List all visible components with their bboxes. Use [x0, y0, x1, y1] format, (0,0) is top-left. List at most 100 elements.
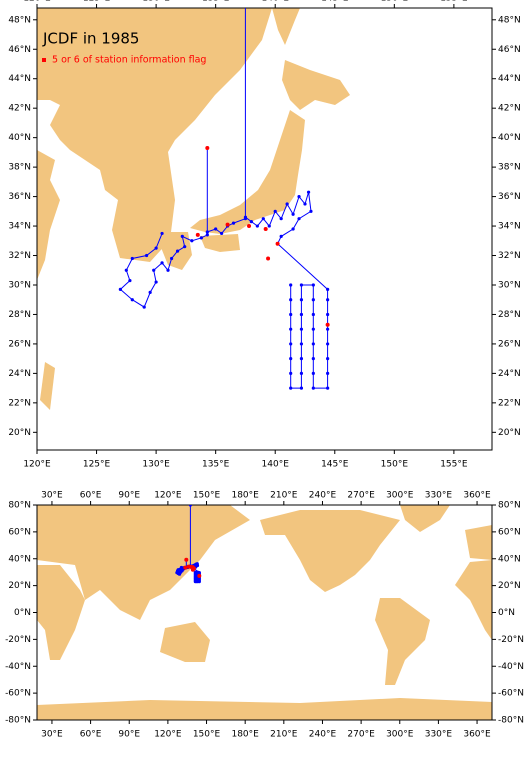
y-tick-label: 32°N [8, 251, 31, 261]
x-tick-label: 155°E [440, 0, 468, 4]
flagged-station [197, 573, 202, 578]
station [199, 236, 203, 240]
map-title: JCDF in 1985 [42, 30, 139, 48]
flagged-station [275, 241, 280, 246]
flagged-station [183, 565, 188, 570]
x-tick-label: 300°E [386, 491, 414, 501]
station [255, 224, 259, 228]
station [289, 283, 293, 287]
flagged-station [225, 222, 230, 227]
legend-marker [42, 58, 46, 62]
station [326, 287, 330, 292]
station [231, 221, 236, 225]
station [326, 386, 330, 390]
y-tick-label: 0°N [14, 608, 31, 618]
y-tick-label: 30°N [498, 280, 521, 290]
y-tick-label: 36°N [8, 192, 31, 202]
y-tick-label: 40°N [8, 554, 31, 564]
station [299, 327, 304, 331]
station [311, 386, 315, 390]
station [299, 386, 304, 390]
station [130, 298, 134, 302]
x-tick-label: 155°E [440, 460, 468, 470]
x-tick-label: 150°E [381, 0, 409, 4]
station [130, 256, 134, 261]
y-tick-label: 20°N [498, 581, 521, 591]
regional-map-border [36, 7, 493, 451]
y-tick-label: 22°N [498, 398, 521, 408]
legend-label: 5 or 6 of station information flag [52, 55, 206, 66]
station [154, 280, 158, 284]
station [309, 209, 313, 213]
station [205, 233, 209, 237]
x-tick-label: 125°E [83, 460, 111, 470]
y-tick-label: 32°N [498, 251, 521, 261]
station [299, 298, 304, 302]
y-tick-label: 24°N [8, 369, 31, 379]
x-tick-label: 120°E [23, 0, 51, 4]
y-tick-label: 48°N [8, 15, 31, 25]
y-tick-label: -20°N [498, 635, 524, 645]
station [289, 327, 293, 331]
station [326, 357, 330, 361]
x-tick-label: 135°E [202, 460, 230, 470]
y-tick-label: 36°N [498, 192, 521, 202]
y-tick-label: -40°N [5, 662, 31, 672]
x-tick-label: 140°E [262, 460, 290, 470]
station [326, 312, 330, 317]
y-tick-label: 26°N [498, 339, 521, 349]
y-tick-label: 28°N [8, 310, 31, 320]
station [175, 249, 180, 253]
x-tick-label: 150°E [193, 491, 221, 501]
station [297, 194, 301, 199]
station [289, 357, 293, 361]
station [303, 202, 307, 206]
station [326, 298, 330, 302]
flagged-station [266, 256, 271, 261]
station [289, 298, 293, 302]
station [190, 239, 194, 243]
station [142, 305, 146, 309]
x-tick-label: 130°E [142, 460, 170, 470]
station [289, 312, 293, 317]
station [306, 190, 311, 194]
y-tick-label: 40°N [8, 133, 31, 143]
y-tick-label: 24°N [498, 369, 521, 379]
station [326, 371, 330, 375]
x-tick-label: 180°E [231, 491, 259, 501]
station [289, 371, 293, 375]
y-tick-label: 30°N [8, 280, 31, 290]
y-tick-label: 46°N [498, 45, 521, 55]
y-tick-label: 40°N [498, 554, 521, 564]
y-tick-label: -80°N [498, 716, 524, 726]
station [193, 570, 197, 574]
x-tick-label: 120°E [154, 491, 182, 501]
x-tick-label: 300°E [386, 730, 414, 740]
station [299, 312, 304, 317]
station [124, 268, 128, 272]
x-tick-label: 60°E [80, 491, 102, 501]
x-tick-label: 330°E [425, 491, 453, 501]
x-tick-label: 240°E [309, 730, 337, 740]
station [152, 268, 156, 272]
flagged-station [263, 227, 268, 231]
station [180, 234, 184, 238]
station [267, 224, 271, 228]
station [273, 209, 277, 213]
station [299, 371, 304, 375]
y-tick-label: 46°N [8, 45, 31, 55]
x-tick-label: 150°E [381, 460, 409, 470]
station [311, 327, 315, 331]
y-tick-label: 34°N [498, 222, 521, 232]
x-tick-label: 330°E [425, 730, 453, 740]
station [299, 342, 304, 346]
station [289, 386, 293, 390]
y-tick-label: 40°N [498, 133, 521, 143]
x-tick-label: 360°E [463, 491, 491, 501]
station [285, 202, 289, 206]
station [214, 227, 218, 231]
x-tick-label: 120°E [154, 730, 182, 740]
x-tick-label: 60°E [80, 730, 102, 740]
y-tick-label: 0°N [498, 608, 515, 618]
station [261, 217, 265, 221]
